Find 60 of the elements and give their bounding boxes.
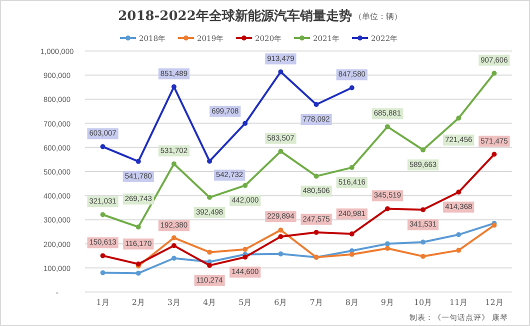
point: [136, 270, 141, 276]
point: [278, 148, 284, 154]
point: [136, 224, 141, 230]
x-tick-label: 10月: [414, 298, 432, 307]
point: [242, 254, 248, 260]
point: [492, 152, 497, 157]
point: [171, 256, 176, 261]
chart-title: 2018-2022年全球新能源汽车销量走势: [118, 8, 352, 24]
point: [384, 124, 390, 130]
point: [278, 234, 284, 240]
point: [171, 235, 176, 240]
x-tick-label: 1月: [96, 298, 110, 307]
point: [314, 174, 319, 179]
point: [349, 252, 354, 257]
point: [242, 182, 248, 188]
x-tick-label: 8月: [345, 298, 358, 307]
point: [171, 161, 176, 166]
x-tick-label: 7月: [310, 298, 323, 307]
point: [100, 270, 106, 276]
point: [456, 232, 462, 238]
point: [278, 228, 284, 233]
point: [384, 246, 390, 251]
point: [314, 230, 319, 235]
point: [492, 70, 497, 76]
x-tick-label: 2月: [132, 298, 145, 307]
point: [207, 158, 212, 164]
point: [420, 147, 426, 152]
point: [207, 194, 212, 200]
point: [349, 85, 354, 90]
point: [278, 251, 284, 256]
point: [207, 262, 212, 268]
point: [100, 144, 106, 150]
x-tick-label: 9月: [380, 298, 394, 307]
x-tick-label: 11月: [450, 298, 468, 307]
point: [420, 254, 426, 259]
point: [384, 241, 390, 246]
point: [242, 246, 248, 252]
point: [456, 190, 462, 195]
point: [456, 248, 462, 253]
point: [171, 243, 176, 248]
point: [314, 102, 319, 107]
point: [100, 212, 106, 218]
point: [242, 120, 248, 126]
point: [349, 231, 354, 236]
point: [420, 240, 426, 245]
point: [384, 206, 390, 212]
x-tick-label: 3月: [167, 298, 181, 307]
point: [100, 253, 106, 258]
point: [420, 207, 426, 212]
point: [456, 116, 462, 121]
point: [207, 250, 212, 255]
x-tick-label: 6月: [274, 298, 288, 307]
point: [171, 84, 176, 90]
point: [349, 165, 354, 170]
x-tick-label: 4月: [202, 298, 216, 307]
point: [136, 158, 141, 164]
chart-subtitle: （单位：辆）: [354, 12, 402, 21]
point: [278, 69, 284, 74]
x-tick-label: 12月: [485, 298, 504, 307]
x-tick-label: 5月: [238, 298, 252, 307]
